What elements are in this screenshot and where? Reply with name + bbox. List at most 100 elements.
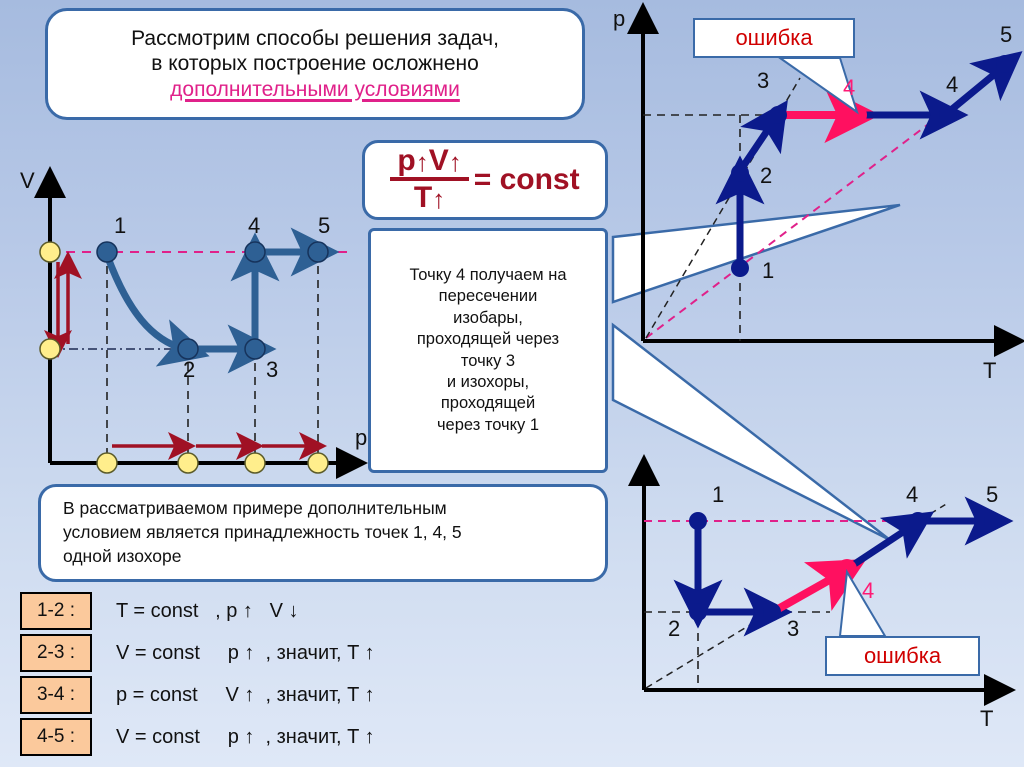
vp-axis-marker-p1 — [96, 452, 118, 474]
title-callout: Рассмотрим способы решения задач, в кото… — [45, 8, 585, 120]
pt-path-2-3 — [739, 99, 788, 170]
pt-point-3 — [769, 106, 787, 124]
vp-diagram — [34, 166, 368, 479]
vp-label-3: 3 — [266, 357, 279, 382]
table-row: 3-4 : p = const V ↑ , значит, T ↑ — [20, 674, 620, 716]
table-row: 2-3 : V = const p ↑ , значит, T ↑ — [20, 632, 620, 674]
explain-line-6: и изохоры, — [446, 372, 530, 391]
pt-point-4 — [939, 106, 957, 124]
table-row: 4-5 : V = const p ↑ , значит, T ↑ — [20, 716, 620, 758]
vt-isobar-dashed — [645, 607, 779, 689]
gas-law-formula-box: p↑V↑ T↑ = const — [362, 140, 608, 220]
condition-callout: В рассматриваемом примере дополнительным… — [38, 484, 608, 582]
vt-label-4: 4 — [906, 482, 919, 507]
pt-isochore-dashed — [645, 59, 1014, 339]
pt-label-5: 5 — [1000, 22, 1013, 47]
title-line-2: в которых построение осложнено — [151, 52, 479, 76]
formula-denominator: T↑ — [414, 181, 445, 214]
callout-tail-lower — [611, 322, 891, 542]
vp-label-4: 4 — [248, 213, 261, 238]
vp-axis-marker-p4 — [307, 452, 329, 474]
vp-label-2: 2 — [183, 357, 196, 382]
transition-value-3-4: p = const V ↑ , значит, T ↑ — [116, 683, 375, 706]
vp-point-3 — [244, 338, 266, 360]
vt-point-5 — [984, 512, 1002, 530]
up-arrow-icon-t: ↑ — [432, 184, 446, 215]
vt-point-1 — [689, 512, 707, 530]
explain-line-8: через точку 1 — [436, 415, 540, 434]
pt-x-axis-label: T — [983, 358, 997, 383]
transition-value-4-5: V = const p ↑ , значит, T ↑ — [116, 725, 375, 748]
pt-label-4: 4 — [946, 72, 959, 97]
pt-label-2: 2 — [760, 163, 773, 188]
table-row: 1-2 : T = const , p ↑ V ↓ — [20, 590, 620, 632]
formula-numerator: p↑V↑ — [390, 144, 469, 182]
condition-line-3: одной изохоре — [63, 545, 182, 566]
transition-value-1-2: T = const , p ↑ V ↓ — [116, 599, 299, 622]
vt-path-3-4-error — [776, 559, 867, 613]
explain-line-5: точку 3 — [460, 351, 516, 370]
vt-point-2 — [689, 603, 707, 621]
explain-line-3: изобары, — [453, 308, 523, 327]
transition-key-4-5: 4-5 : — [20, 718, 92, 756]
vt-point-4-error — [837, 559, 857, 579]
vt-path-4prime-4 — [851, 511, 935, 568]
vp-label-1: 1 — [114, 213, 127, 238]
vp-path-1-2 — [103, 251, 210, 367]
callout-tail-upper — [611, 203, 901, 304]
transition-key-3-4: 3-4 : — [20, 676, 92, 714]
vt-label-2: 2 — [668, 616, 681, 641]
explain-line-4: проходящей через — [416, 330, 560, 349]
transitions-table: 1-2 : T = const , p ↑ V ↓ 2-3 : V = cons… — [20, 590, 620, 758]
pt-diagram — [627, 2, 1024, 357]
vt-x-axis-label: T — [980, 706, 994, 731]
pt-label-4-error: 4 — [843, 75, 856, 100]
vp-axis-marker-v2 — [39, 338, 61, 360]
explanation-callout: Точку 4 получаем на пересечении изобары,… — [368, 228, 608, 473]
pt-point-5 — [996, 55, 1014, 73]
pt-isochore-2-3-dashed — [645, 77, 801, 339]
vp-point-2 — [177, 338, 199, 360]
vp-label-5: 5 — [318, 213, 331, 238]
transition-key-1-2: 1-2 : — [20, 592, 92, 630]
pt-label-3: 3 — [757, 68, 770, 93]
title-line-3-highlight: дополнительными условиями — [170, 77, 460, 101]
pt-point-4-error — [847, 105, 867, 125]
formula-fraction: p↑V↑ T↑ — [390, 144, 469, 214]
up-arrow-icon-v: ↑ — [448, 147, 462, 178]
vp-point-1 — [96, 241, 118, 263]
condition-line-1: В рассматриваемом примере дополнительным — [63, 498, 447, 519]
pt-y-axis-label: p — [613, 6, 626, 31]
transition-value-2-3: V = const p ↑ , значит, T ↑ — [116, 641, 375, 664]
pt-point-2 — [731, 164, 749, 182]
vt-label-3: 3 — [787, 616, 800, 641]
error-callout-bottom: ошибка — [825, 636, 980, 676]
vp-axis-marker-p2 — [177, 452, 199, 474]
vp-point-5 — [307, 241, 329, 263]
vp-axis-marker-p3 — [244, 452, 266, 474]
vp-y-axis-label: V — [20, 168, 35, 193]
pt-path-4-5 — [948, 51, 1023, 113]
explain-line-2: пересечении — [438, 287, 538, 306]
vt-label-5: 5 — [986, 482, 999, 507]
pt-label-1: 1 — [762, 258, 775, 283]
condition-line-2: условием является принадлежность точек 1… — [63, 522, 462, 543]
vt-label-1: 1 — [712, 482, 725, 507]
pt-point-1 — [731, 259, 749, 277]
title-line-1: Рассмотрим способы решения задач, — [131, 26, 499, 50]
formula-equals-const: = const — [473, 163, 580, 196]
vp-axis-marker-v1 — [39, 241, 61, 263]
vp-point-4 — [244, 241, 266, 263]
condition-text: В рассматриваемом примере дополнительным… — [63, 497, 462, 568]
formula-t: T — [413, 181, 433, 215]
vp-x-axis-label: p — [355, 425, 368, 450]
explain-line-7: проходящей — [440, 394, 536, 413]
formula-v: V — [428, 144, 449, 178]
vt-label-4-error: 4 — [862, 578, 875, 603]
transition-key-2-3: 2-3 : — [20, 634, 92, 672]
explain-line-1: Точку 4 получаем на — [409, 265, 567, 284]
up-arrow-icon-p: ↑ — [415, 147, 429, 178]
gas-law-formula: p↑V↑ T↑ = const — [390, 144, 580, 214]
error-callout-top: ошибка — [693, 18, 855, 58]
vt-point-4 — [909, 512, 927, 530]
